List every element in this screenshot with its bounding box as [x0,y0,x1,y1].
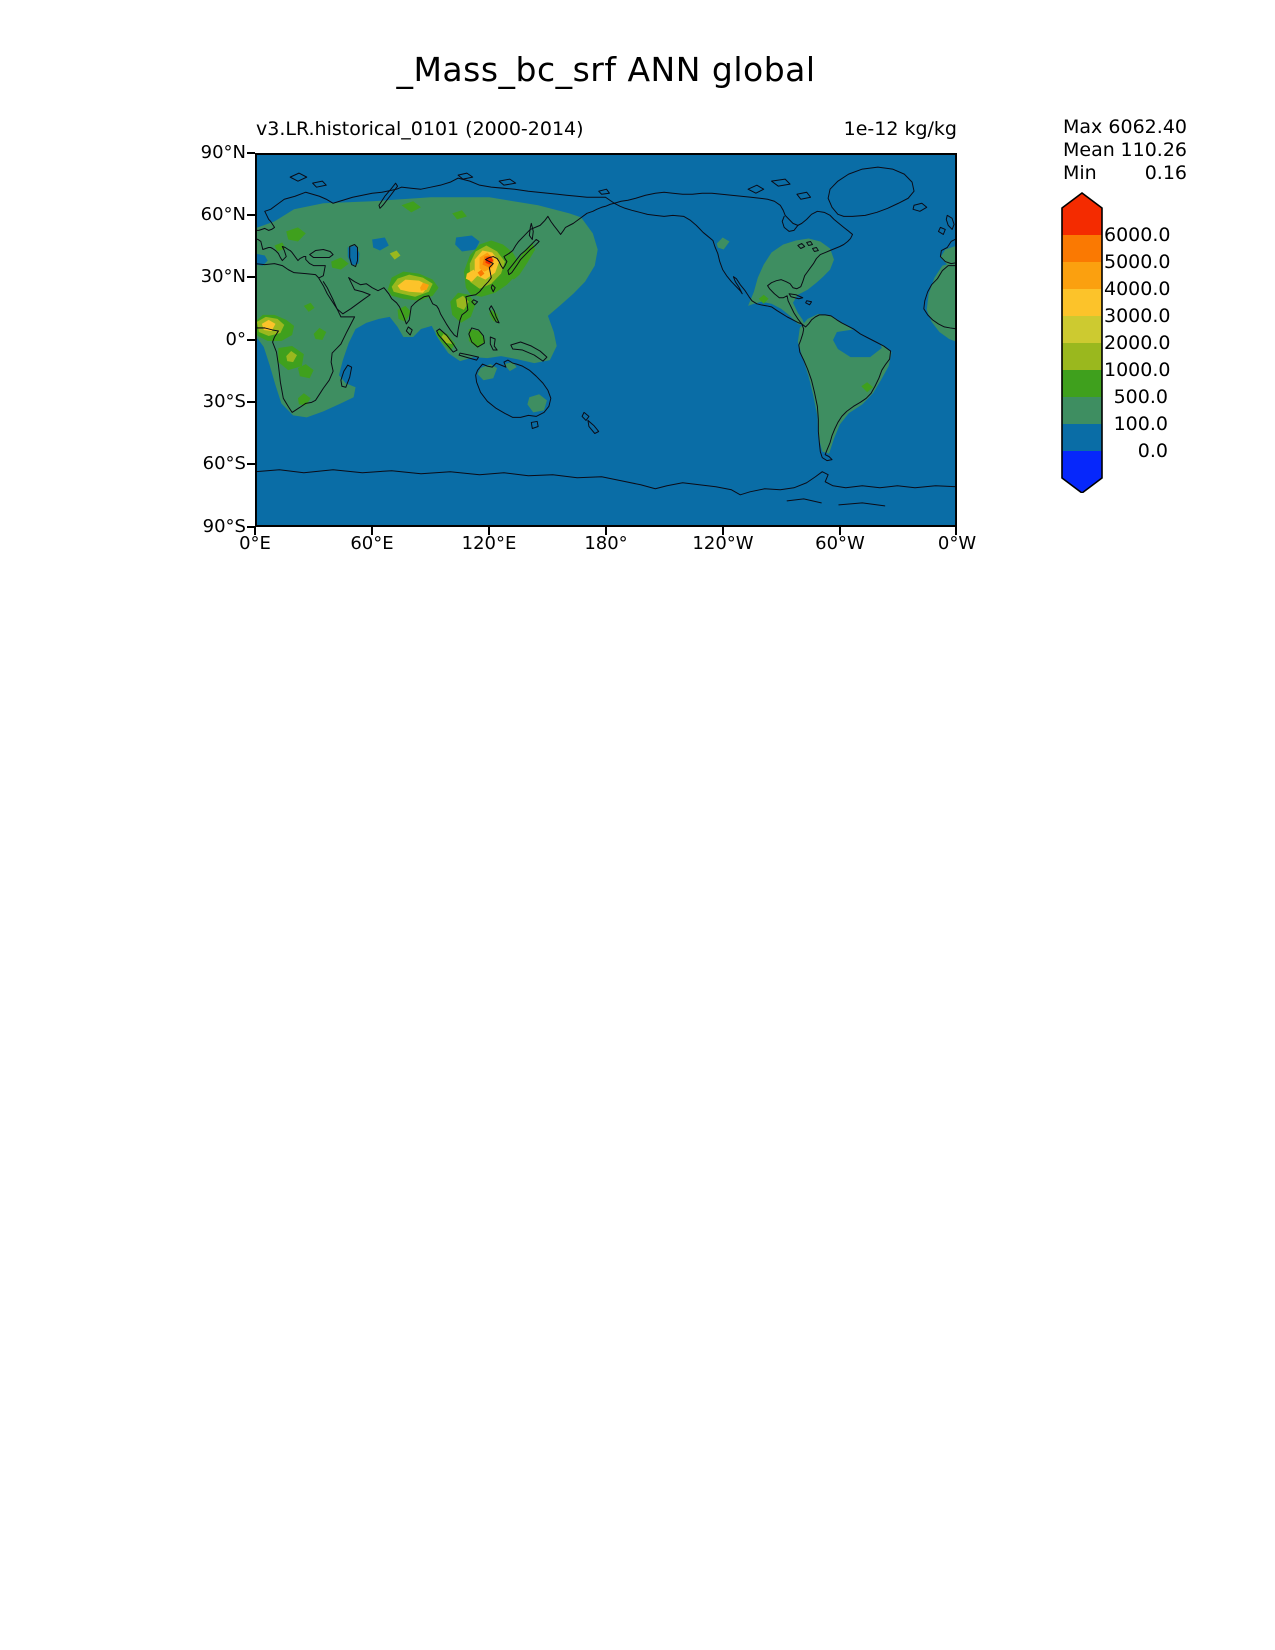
y-tick-label: 90°N [200,142,246,163]
stats-block: Max 6062.40 Mean 110.26 Min 0.16 [1063,116,1187,185]
y-tick [247,526,255,528]
x-tick-label: 0°E [239,533,271,554]
x-tick [254,527,256,535]
x-tick [955,527,957,535]
field-holes-0-100 [255,235,882,358]
x-tick-label: 0°W [937,533,977,554]
colorbar-segment [1062,343,1102,371]
colorbar-labels: 6000.0 5000.0 4000.0 3000.0 2000.0 1000.0 500.… [1104,191,1171,493]
x-tick-label: 60°W [815,533,865,554]
colorbar [1060,191,1104,494]
colorbar-outline [1061,192,1103,494]
colorbar-tick-label: 0.0 [1137,440,1168,462]
colorbar-svg [1061,192,1103,494]
coastlines [255,166,957,507]
y-tick [247,214,255,216]
colorbar-segment [1062,262,1102,290]
y-tick [247,401,255,403]
colorbar-segment [1062,316,1102,344]
contour-map [255,153,957,527]
stat-max-label: Max [1063,116,1103,138]
y-tick-label: 30°N [200,266,246,287]
units-label: 1e-12 kg/kg [843,118,957,140]
stat-mean-value: 110.26 [1120,139,1187,161]
y-tick [247,463,255,465]
y-tick-label: 60°S [202,453,246,474]
stat-min: Min 0.16 [1063,162,1187,185]
colorbar-tick-label: 6000.0 [1104,224,1171,246]
colorbar-segment [1062,208,1102,236]
colorbar-extend-max [1062,193,1102,208]
x-tick-label: 180° [584,533,628,554]
x-tick [488,527,490,535]
colorbar-tick-label: 5000.0 [1104,251,1171,273]
x-tick-label: 60°E [350,533,394,554]
x-tick [722,527,724,535]
x-tick-label: 120°E [461,533,517,554]
x-tick-label: 120°W [692,533,754,554]
y-tick-label: 30°S [202,391,246,412]
y-tick [247,339,255,341]
stat-max: Max 6062.40 [1063,116,1187,139]
case-label: v3.LR.historical_0101 (2000-2014) [256,118,584,140]
y-tick-label: 90°S [202,516,246,537]
y-tick-label: 0° [225,329,246,350]
colorbar-segment [1062,370,1102,398]
colorbar-segment [1062,235,1102,263]
colorbar-tick-label: 3000.0 [1104,305,1171,327]
colorbar-tick-label: 100.0 [1113,413,1168,435]
colorbar-segment [1062,451,1102,479]
colorbar-extend-min [1062,478,1102,493]
x-tick [371,527,373,535]
map-plot [255,153,957,527]
y-tick-label: 60°N [200,204,246,225]
plot-title: _Mass_bc_srf ANN global [396,50,816,89]
colorbar-tick-label: 4000.0 [1104,278,1171,300]
stat-min-label: Min [1063,162,1097,184]
colorbar-tick-label: 1000.0 [1104,359,1171,381]
stat-mean: Mean 110.26 [1063,139,1187,162]
colorbar-segment [1062,289,1102,317]
stat-mean-label: Mean [1063,139,1115,161]
colorbar-segment [1062,424,1102,452]
stat-min-value: 0.16 [1144,162,1187,184]
colorbar-tick-label: 2000.0 [1104,332,1171,354]
colorbar-segment [1062,397,1102,425]
plot-border [255,153,957,527]
colorbar-tick-label: 500.0 [1113,386,1168,408]
y-tick [247,276,255,278]
y-tick [247,152,255,154]
x-tick [605,527,607,535]
stat-max-value: 6062.40 [1108,116,1187,138]
x-tick [839,527,841,535]
